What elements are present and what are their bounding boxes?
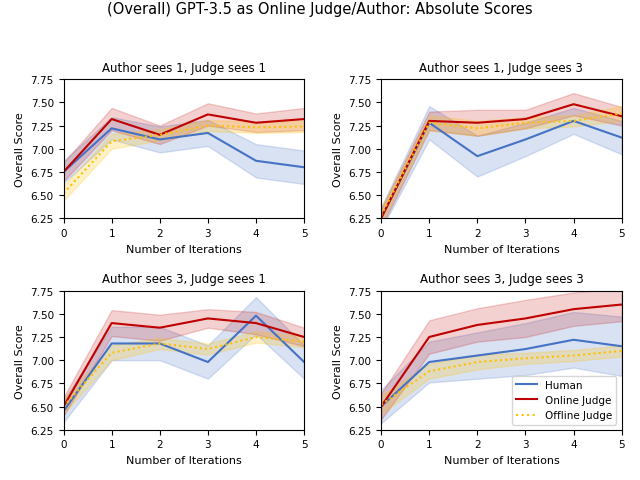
X-axis label: Number of Iterations: Number of Iterations [126,244,242,254]
Legend: Human, Online Judge, Offline Judge: Human, Online Judge, Offline Judge [512,376,616,425]
Y-axis label: Overall Score: Overall Score [333,112,342,187]
Y-axis label: Overall Score: Overall Score [333,323,342,398]
X-axis label: Number of Iterations: Number of Iterations [126,455,242,465]
Text: (Overall) GPT-3.5 as Online Judge/Author: Absolute Scores: (Overall) GPT-3.5 as Online Judge/Author… [107,2,533,17]
Title: Author sees 1, Judge sees 3: Author sees 1, Judge sees 3 [419,62,583,75]
Y-axis label: Overall Score: Overall Score [15,112,25,187]
X-axis label: Number of Iterations: Number of Iterations [444,455,559,465]
Title: Author sees 3, Judge sees 3: Author sees 3, Judge sees 3 [419,273,583,286]
Title: Author sees 1, Judge sees 1: Author sees 1, Judge sees 1 [102,62,266,75]
X-axis label: Number of Iterations: Number of Iterations [444,244,559,254]
Title: Author sees 3, Judge sees 1: Author sees 3, Judge sees 1 [102,273,266,286]
Y-axis label: Overall Score: Overall Score [15,323,25,398]
